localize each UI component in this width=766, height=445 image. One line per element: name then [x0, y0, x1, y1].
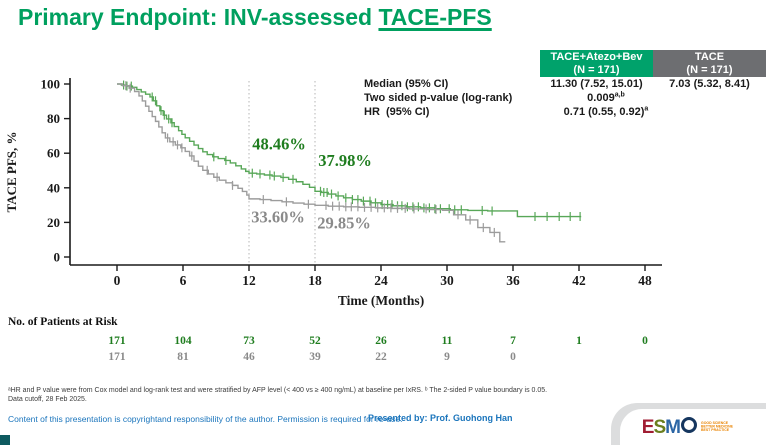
at-risk-count: 171: [108, 335, 126, 347]
x-tick-label-42: 42: [572, 273, 586, 288]
at-risk-count: 0: [510, 351, 516, 363]
x-tick-label-18: 18: [308, 273, 322, 288]
column-header-tace: TACE (N = 171): [653, 50, 766, 77]
x-tick-label-48: 48: [638, 273, 652, 288]
pvalue-value: 0.009a,b: [540, 91, 766, 105]
landmark-label-1: 37.98%: [318, 151, 372, 170]
at-risk-count: 81: [177, 351, 189, 363]
footnote-line-2: Data cutoff, 28 Feb 2025.: [8, 396, 87, 403]
hr-superscript: a: [644, 105, 649, 113]
at-risk-count: 11: [442, 335, 453, 347]
x-tick-label-36: 36: [506, 273, 520, 288]
km-curve-tace: [117, 83, 506, 243]
x-tick-label-24: 24: [374, 273, 388, 288]
at-risk-count: 73: [243, 335, 255, 347]
at-risk-count: 39: [309, 351, 321, 363]
at-risk-count: 26: [375, 335, 387, 347]
column-header-atezo-n: (N = 171): [573, 64, 620, 76]
at-risk-count: 9: [444, 351, 450, 363]
column-header-tace-n: (N = 171): [686, 64, 733, 76]
at-risk-count: 1: [576, 335, 582, 347]
copyright-notice: Content of this presentation is copyrigh…: [8, 414, 403, 424]
at-risk-count: 104: [174, 335, 192, 347]
y-tick-label-40: 40: [47, 180, 60, 195]
results-table-corner: [364, 50, 540, 77]
esmo-tagline: GOOD SCIENCE BETTER MEDICINE BEST PRACTICE: [700, 421, 733, 433]
pvalue-row-label: Two sided p-value (log-rank): [364, 92, 513, 104]
page-title-prefix: Primary Endpoint: INV-assessed: [18, 4, 379, 30]
at-risk-count: 7: [510, 335, 516, 347]
x-tick-label-0: 0: [114, 273, 121, 288]
y-tick-label-60: 60: [47, 146, 60, 161]
at-risk-count: 0: [642, 335, 648, 347]
page-title-endpoint: TACE-PFS: [378, 4, 492, 30]
landmark-label-2: 33.60%: [251, 207, 305, 226]
column-header-atezo-name: TACE+Atezo+Bev: [550, 51, 643, 63]
x-tick-label-30: 30: [440, 273, 454, 288]
x-tick-label-6: 6: [180, 273, 187, 288]
median-value-tace: 7.03 (5.32, 8.41): [669, 78, 750, 90]
corner-accent: [0, 435, 10, 445]
pvalue-number: 0.009: [587, 92, 615, 104]
landmark-label-3: 29.85%: [317, 213, 371, 232]
footnote-line-1: ᵃHR and P value were from Cox model and …: [8, 387, 548, 394]
esmo-logo: ESM GOOD SCIENCE BETTER MEDICINE BEST PRAC…: [642, 417, 756, 437]
presented-by: Presented by: Prof. Guohong Han: [368, 413, 513, 423]
y-tick-label-20: 20: [47, 215, 60, 230]
pvalue-superscript: a,b: [614, 91, 625, 99]
esmo-card: ESM GOOD SCIENCE BETTER MEDICINE BEST PRAC…: [620, 409, 766, 445]
esmo-o-icon: [680, 417, 697, 433]
landmark-label-0: 48.46%: [252, 135, 306, 154]
median-row-label: Median (95% CI): [364, 78, 449, 90]
column-header-atezo: TACE+Atezo+Bev (N = 171): [540, 50, 653, 77]
median-value-atezo: 11.30 (7.52, 15.01): [550, 78, 643, 90]
footnotes: ᵃHR and P value were from Cox model and …: [8, 386, 608, 404]
at-risk-count: 22: [375, 351, 387, 363]
at-risk-title: No. of Patients at Risk: [8, 316, 118, 328]
y-tick-label-100: 100: [41, 77, 61, 92]
at-risk-count: 46: [243, 351, 255, 363]
page-title: Primary Endpoint: INV-assessed TACE-PFS: [18, 4, 492, 31]
x-axis-title: Time (Months): [338, 293, 424, 308]
hr-number: 0.71 (0.55, 0.92): [563, 106, 645, 118]
at-risk-count: 171: [108, 351, 126, 363]
esmo-letters: ESM: [642, 417, 697, 437]
results-table: TACE+Atezo+Bev (N = 171) TACE (N = 171) …: [364, 50, 766, 119]
column-header-tace-name: TACE: [694, 51, 725, 63]
hr-row-label: HR (95% CI): [364, 106, 430, 118]
x-tick-label-12: 12: [242, 273, 256, 288]
y-tick-label-0: 0: [54, 250, 61, 265]
y-axis-title: TACE PFS, %: [4, 131, 19, 212]
y-tick-label-80: 80: [47, 111, 60, 126]
hr-value: 0.71 (0.55, 0.92)a: [540, 105, 766, 119]
at-risk-count: 52: [309, 335, 321, 347]
